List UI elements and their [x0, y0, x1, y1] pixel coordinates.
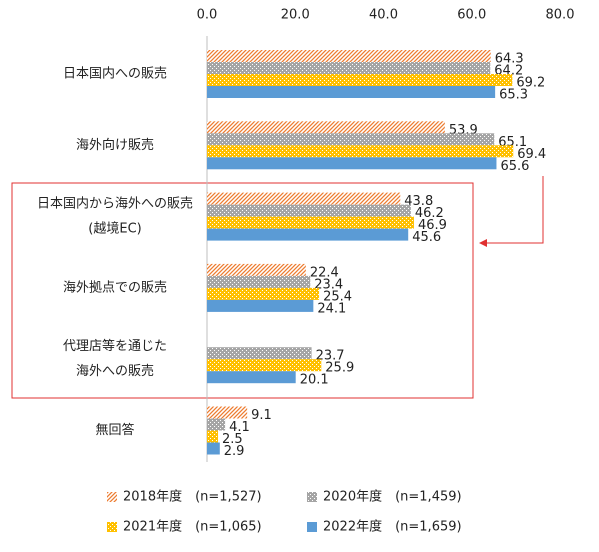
x-tick-label: 0.0: [197, 8, 218, 23]
bar: [207, 145, 514, 158]
bar: [207, 86, 496, 98]
bar: [207, 50, 491, 62]
bar: [207, 192, 401, 205]
bar: [207, 216, 414, 229]
legend-label: 2018年度 (n=1,527): [123, 489, 262, 505]
arrow-head: [479, 239, 487, 247]
legend-swatch: [307, 492, 317, 502]
category-label: 海外への販売: [76, 363, 154, 379]
bar: [207, 418, 226, 431]
bar: [207, 275, 311, 288]
legend-label: 2021年度 (n=1,065): [123, 519, 262, 535]
value-label: 24.1: [317, 301, 346, 316]
legend-label: 2022年度 (n=1,659): [323, 519, 462, 535]
bar: [207, 121, 445, 134]
value-label: 20.1: [300, 373, 329, 388]
value-label: 2.9: [224, 444, 245, 459]
highlight-box: [11, 182, 474, 399]
value-label: 25.9: [325, 361, 354, 376]
value-label: 25.4: [323, 289, 352, 304]
category-label: 無回答: [95, 422, 134, 438]
legend-swatch: [107, 492, 117, 502]
x-tick-label: 20.0: [281, 8, 310, 23]
category-label: 日本国内への販売: [63, 66, 167, 82]
category-label: 代理店等を通じた: [63, 338, 167, 354]
bar: [207, 347, 312, 360]
category-label: (越境EC): [88, 222, 141, 237]
x-tick-label: 80.0: [546, 8, 575, 23]
value-label: 69.4: [517, 147, 546, 162]
bar: [207, 359, 322, 372]
legend-swatch: [107, 522, 117, 532]
value-label: 46.9: [418, 218, 447, 233]
bar: [207, 287, 320, 300]
bar: [207, 133, 495, 146]
annotation-arrow: [486, 176, 544, 244]
value-label: 46.2: [415, 206, 444, 221]
bar: [207, 62, 491, 74]
value-label: 43.8: [404, 194, 433, 209]
category-label: 海外向け販売: [76, 137, 154, 153]
bar: [207, 228, 409, 241]
legend-swatch: [307, 522, 317, 532]
value-label: 9.1: [251, 408, 272, 423]
bar: [207, 371, 296, 384]
value-label: 45.6: [412, 230, 441, 245]
bar: [207, 442, 220, 455]
x-tick-label: 40.0: [369, 8, 398, 23]
value-label: 2.5: [222, 432, 243, 447]
value-label: 23.4: [314, 277, 343, 292]
value-label: 22.4: [310, 265, 339, 280]
value-label: 69.2: [516, 76, 545, 91]
bar: [207, 263, 306, 276]
category-label: 日本国内から海外への販売: [37, 196, 193, 212]
bar: [207, 157, 497, 170]
value-label: 65.6: [500, 159, 529, 174]
bar: [207, 204, 411, 217]
category-label: 海外拠点での販売: [63, 279, 167, 295]
value-label: 64.3: [495, 52, 524, 67]
value-label: 23.7: [316, 349, 345, 364]
value-label: 65.3: [499, 88, 528, 103]
bar: [207, 299, 314, 312]
bar: [207, 406, 248, 419]
bar: [207, 74, 513, 86]
value-label: 4.1: [229, 420, 250, 435]
bar: [207, 430, 219, 443]
legend-label: 2020年度 (n=1,459): [323, 489, 462, 505]
x-tick-label: 60.0: [457, 8, 486, 23]
